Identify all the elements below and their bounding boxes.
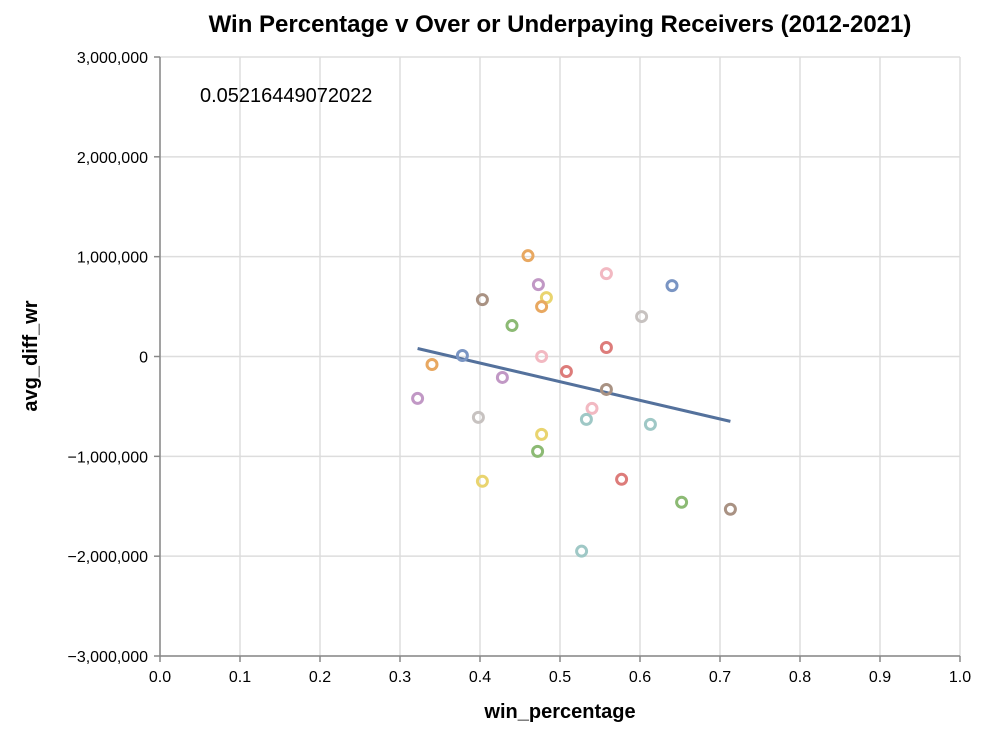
- scatter-point: [643, 417, 657, 431]
- x-axis-ticks: 0.0 0.1 0.2 0.3 0.4 0.5 0.6 0.7 0.8 0.9 1.0: [149, 656, 971, 686]
- x-tick-label: 0.7: [709, 669, 731, 686]
- scatter-point: [665, 279, 679, 293]
- trend-line: [417, 347, 731, 423]
- scatter-point: [535, 300, 549, 314]
- x-tick-label: 0.2: [309, 669, 331, 686]
- y-tick-label: 3,000,000: [77, 50, 148, 67]
- y-axis-title: avg_diff_wr: [20, 300, 42, 411]
- scatter-point: [475, 474, 489, 488]
- x-tick-label: 0.6: [629, 669, 651, 686]
- scatter-point: [535, 427, 549, 441]
- scatter-point: [635, 310, 649, 324]
- x-tick-label: 0.8: [789, 669, 811, 686]
- scatter-point: [559, 364, 573, 378]
- scatter-point: [535, 350, 549, 363]
- x-tick-label: 0.9: [869, 669, 891, 686]
- x-tick-label: 1.0: [949, 669, 971, 686]
- scatter-point: [723, 502, 737, 516]
- y-tick-label: −1,000,000: [67, 449, 148, 466]
- scatter-point: [599, 267, 613, 281]
- y-tick-label: −3,000,000: [67, 649, 148, 666]
- scatter-point: [599, 341, 613, 355]
- scatter-point: [675, 495, 689, 509]
- scatter-point: [615, 472, 629, 486]
- scatter-point: [455, 349, 469, 363]
- y-axis-ticks: 3,000,000 2,000,000 1,000,000 0 −1,000,000 −2…: [67, 50, 160, 666]
- x-tick-label: 0.4: [469, 669, 491, 686]
- scatter-point: [505, 319, 519, 333]
- scatter-point: [411, 391, 425, 405]
- x-tick-label: 0.5: [549, 669, 571, 686]
- scatter-point: [531, 444, 545, 458]
- y-tick-label: 1,000,000: [77, 250, 148, 267]
- scatter-point: [531, 278, 545, 292]
- scatter-point: [579, 412, 593, 426]
- grid-lines: [159, 56, 961, 657]
- scatter-point: [475, 293, 489, 307]
- trend-line-group: [417, 347, 731, 423]
- scatter-point: [495, 370, 509, 384]
- scatter-point: [521, 249, 535, 263]
- x-tick-label: 0.0: [149, 669, 171, 686]
- scatter-point: [599, 382, 613, 396]
- x-tick-label: 0.3: [389, 669, 411, 686]
- chart-title: Win Percentage v Over or Underpaying Rec…: [209, 11, 912, 38]
- x-axis-title: win_percentage: [483, 701, 635, 723]
- scatter-point: [585, 401, 599, 415]
- scatter-point: [425, 357, 439, 371]
- y-tick-label: 2,000,000: [77, 150, 148, 167]
- scatter-points: [411, 249, 737, 558]
- x-tick-label: 0.1: [229, 669, 251, 686]
- correlation-annotation: 0.05216449072022: [200, 85, 372, 107]
- y-tick-label: −2,000,000: [67, 549, 148, 566]
- scatter-point: [471, 410, 485, 424]
- y-tick-label: 0: [139, 350, 148, 367]
- scatter-point: [575, 544, 589, 558]
